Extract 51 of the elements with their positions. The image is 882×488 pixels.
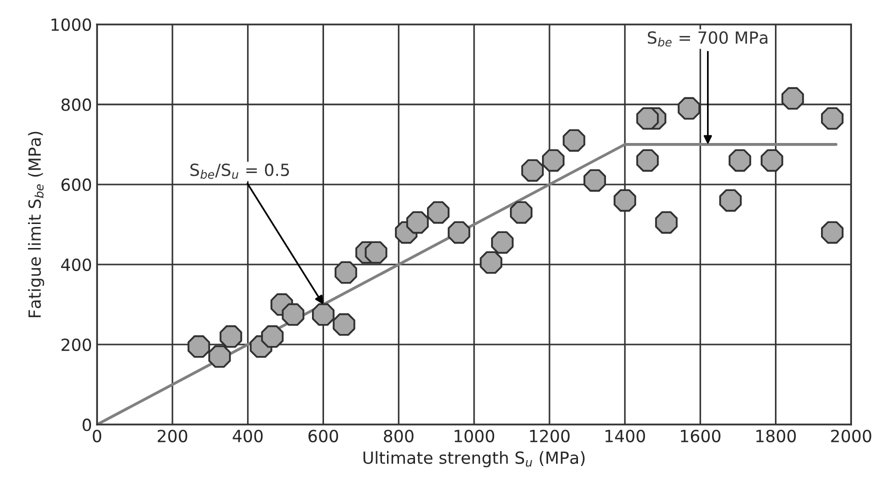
point: [583, 169, 606, 192]
point: [364, 241, 388, 264]
y-tick-label: 600: [62, 178, 92, 192]
y-tick-label: 0: [82, 418, 92, 432]
x-tick-label: 1800: [756, 430, 796, 442]
x-tick-label: 0: [92, 430, 102, 442]
y-tick-label: 200: [62, 338, 92, 352]
point: [312, 303, 335, 326]
point: [208, 345, 231, 368]
x-tick-label: 1600: [680, 430, 720, 442]
point: [655, 211, 678, 234]
point: [480, 251, 502, 274]
point: [332, 313, 356, 336]
point: [614, 189, 636, 212]
y-tick-label: 800: [61, 98, 92, 111]
point: [678, 97, 700, 120]
point: [406, 211, 429, 234]
point: [220, 325, 242, 348]
y-tick-label: 1000: [52, 18, 92, 31]
x-tick-label: 800: [384, 430, 414, 442]
y-tick-label: 400: [61, 258, 92, 272]
point: [781, 87, 804, 110]
point: [521, 159, 544, 182]
point: [491, 231, 514, 254]
point: [821, 221, 844, 244]
point: [448, 221, 470, 244]
x-axis-title: Ultimate strength S$_{u}$ (MPa): [364, 451, 585, 468]
x-tick-label: 200: [158, 430, 188, 442]
x-tick-label: 400: [232, 430, 263, 442]
annotation: S$_{be}$/S$_{u}$ = 0.5: [190, 164, 289, 179]
point: [427, 201, 450, 224]
point: [282, 303, 304, 326]
x-tick-label: 1400: [606, 430, 645, 442]
point: [562, 129, 586, 152]
point: [542, 149, 565, 172]
point: [760, 149, 784, 172]
point: [719, 189, 742, 212]
point: [821, 107, 844, 130]
y-axis-title: Fatigue limit S$_{be}$ (MPa): [28, 132, 44, 318]
point: [728, 149, 752, 172]
x-tick-label: 2000: [831, 430, 872, 442]
point: [510, 201, 532, 224]
x-tick-label: 600: [308, 430, 338, 442]
point: [636, 149, 659, 172]
point: [261, 325, 284, 348]
point: [188, 335, 210, 358]
x-tick-label: 1000: [454, 430, 494, 442]
point: [636, 107, 659, 130]
annotation: S$_{be}$ = 700 MPa: [648, 31, 768, 47]
x-tick-label: 1200: [530, 430, 570, 442]
point: [334, 261, 358, 284]
